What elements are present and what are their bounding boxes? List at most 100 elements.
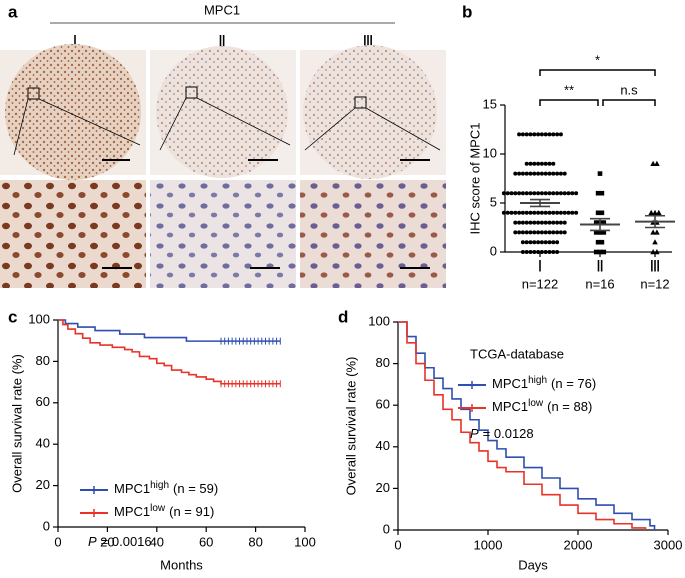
y-tick-label: 0 bbox=[383, 521, 390, 536]
dot bbox=[558, 220, 563, 225]
x-tick-label: 100 bbox=[294, 534, 316, 549]
image-panel: a MPC1 Ⅰ Ⅱ Ⅲ bbox=[0, 2, 446, 288]
dot bbox=[524, 210, 529, 215]
dot bbox=[650, 160, 656, 166]
y-tick-label: 60 bbox=[376, 397, 390, 412]
x-tick-label: 20 bbox=[100, 534, 114, 549]
dot bbox=[574, 210, 579, 215]
dot bbox=[597, 171, 603, 176]
dot bbox=[555, 210, 560, 215]
y-tick-label: 40 bbox=[36, 436, 50, 451]
dot bbox=[543, 171, 548, 176]
dot bbox=[558, 171, 563, 176]
dot bbox=[513, 220, 518, 225]
dot bbox=[539, 191, 544, 196]
dot bbox=[656, 209, 662, 215]
dot bbox=[650, 249, 656, 255]
dot bbox=[509, 210, 514, 215]
x-tick-label: 40 bbox=[150, 534, 164, 549]
legend-name: MPC1 bbox=[492, 399, 528, 414]
x-tick-label: 0 bbox=[54, 534, 61, 549]
legend-name: MPC1 bbox=[114, 481, 150, 496]
panel-label: a bbox=[8, 2, 18, 21]
dot bbox=[599, 239, 605, 245]
dot bbox=[509, 191, 514, 196]
panel-label: c bbox=[8, 307, 17, 326]
dot bbox=[543, 161, 548, 166]
p-symbol: P bbox=[88, 534, 97, 549]
significance-label: ** bbox=[564, 82, 574, 97]
y-axis-label: Overall survival rate (%) bbox=[9, 354, 24, 493]
dot bbox=[532, 132, 537, 137]
sem-bar bbox=[645, 214, 665, 229]
dot bbox=[532, 220, 537, 225]
annotation: TCGA-database bbox=[470, 346, 564, 361]
p-value: P = 0.0016 bbox=[88, 534, 152, 549]
x-axis-label: Months bbox=[160, 557, 203, 572]
dot bbox=[520, 210, 525, 215]
survival-curve bbox=[58, 319, 281, 342]
x-tick-label: 1000 bbox=[474, 537, 503, 552]
x-tick-label: 0 bbox=[394, 537, 401, 552]
dot bbox=[597, 230, 603, 235]
dot bbox=[528, 230, 533, 235]
dot bbox=[654, 249, 660, 255]
y-tick-label: 10 bbox=[483, 145, 497, 160]
group-size: n=16 bbox=[585, 276, 614, 291]
sem-bar bbox=[530, 198, 550, 208]
dot bbox=[597, 249, 603, 255]
column-label: Ⅲ bbox=[362, 34, 373, 51]
dot bbox=[539, 220, 544, 225]
dot bbox=[555, 250, 560, 254]
dot bbox=[539, 240, 544, 245]
dot bbox=[543, 230, 548, 235]
x-tick-label: Ⅱ bbox=[596, 259, 604, 276]
dot bbox=[558, 230, 563, 235]
dot bbox=[555, 171, 560, 176]
dot bbox=[547, 191, 552, 196]
tissue-core bbox=[5, 44, 141, 180]
dot bbox=[551, 250, 556, 254]
legend-superscript: high bbox=[528, 375, 547, 386]
sem-bar bbox=[590, 217, 610, 232]
dot bbox=[517, 210, 522, 215]
dot bbox=[539, 210, 544, 215]
dot bbox=[524, 191, 529, 196]
dot bbox=[524, 132, 529, 137]
x-tick-label: Ⅰ bbox=[538, 259, 543, 276]
dot bbox=[547, 250, 552, 254]
legend-entry: MPC1high (n = 76) bbox=[492, 375, 596, 392]
dot bbox=[543, 210, 548, 215]
dot bbox=[562, 230, 567, 235]
zoom-image bbox=[150, 180, 296, 288]
dot bbox=[562, 191, 567, 196]
zoom-box bbox=[27, 87, 40, 100]
y-tick-label: 0 bbox=[490, 243, 497, 258]
dot bbox=[547, 210, 552, 215]
dot bbox=[524, 220, 529, 225]
dot bbox=[528, 210, 533, 215]
dot bbox=[562, 210, 567, 215]
dot bbox=[566, 191, 571, 196]
y-tick-label: 60 bbox=[36, 394, 50, 409]
dot bbox=[654, 229, 660, 235]
legend-count: (n = 59) bbox=[173, 481, 218, 496]
dot bbox=[528, 191, 533, 196]
dot bbox=[551, 161, 556, 166]
tissue-core bbox=[156, 46, 288, 178]
y-axis-label: IHC score of MPC1 bbox=[467, 123, 482, 235]
legend-superscript: low bbox=[150, 503, 166, 514]
zoom-lines bbox=[13, 97, 441, 156]
dot bbox=[513, 171, 518, 176]
dot bbox=[501, 191, 506, 196]
dot bbox=[551, 220, 556, 225]
significance-label: * bbox=[595, 52, 600, 67]
dot bbox=[547, 240, 552, 245]
column-label: Ⅰ bbox=[73, 34, 78, 51]
dot bbox=[532, 161, 537, 166]
p-value: P = 0.0128 bbox=[470, 426, 534, 441]
dot bbox=[543, 250, 548, 254]
dot bbox=[547, 220, 552, 225]
dot bbox=[536, 220, 541, 225]
